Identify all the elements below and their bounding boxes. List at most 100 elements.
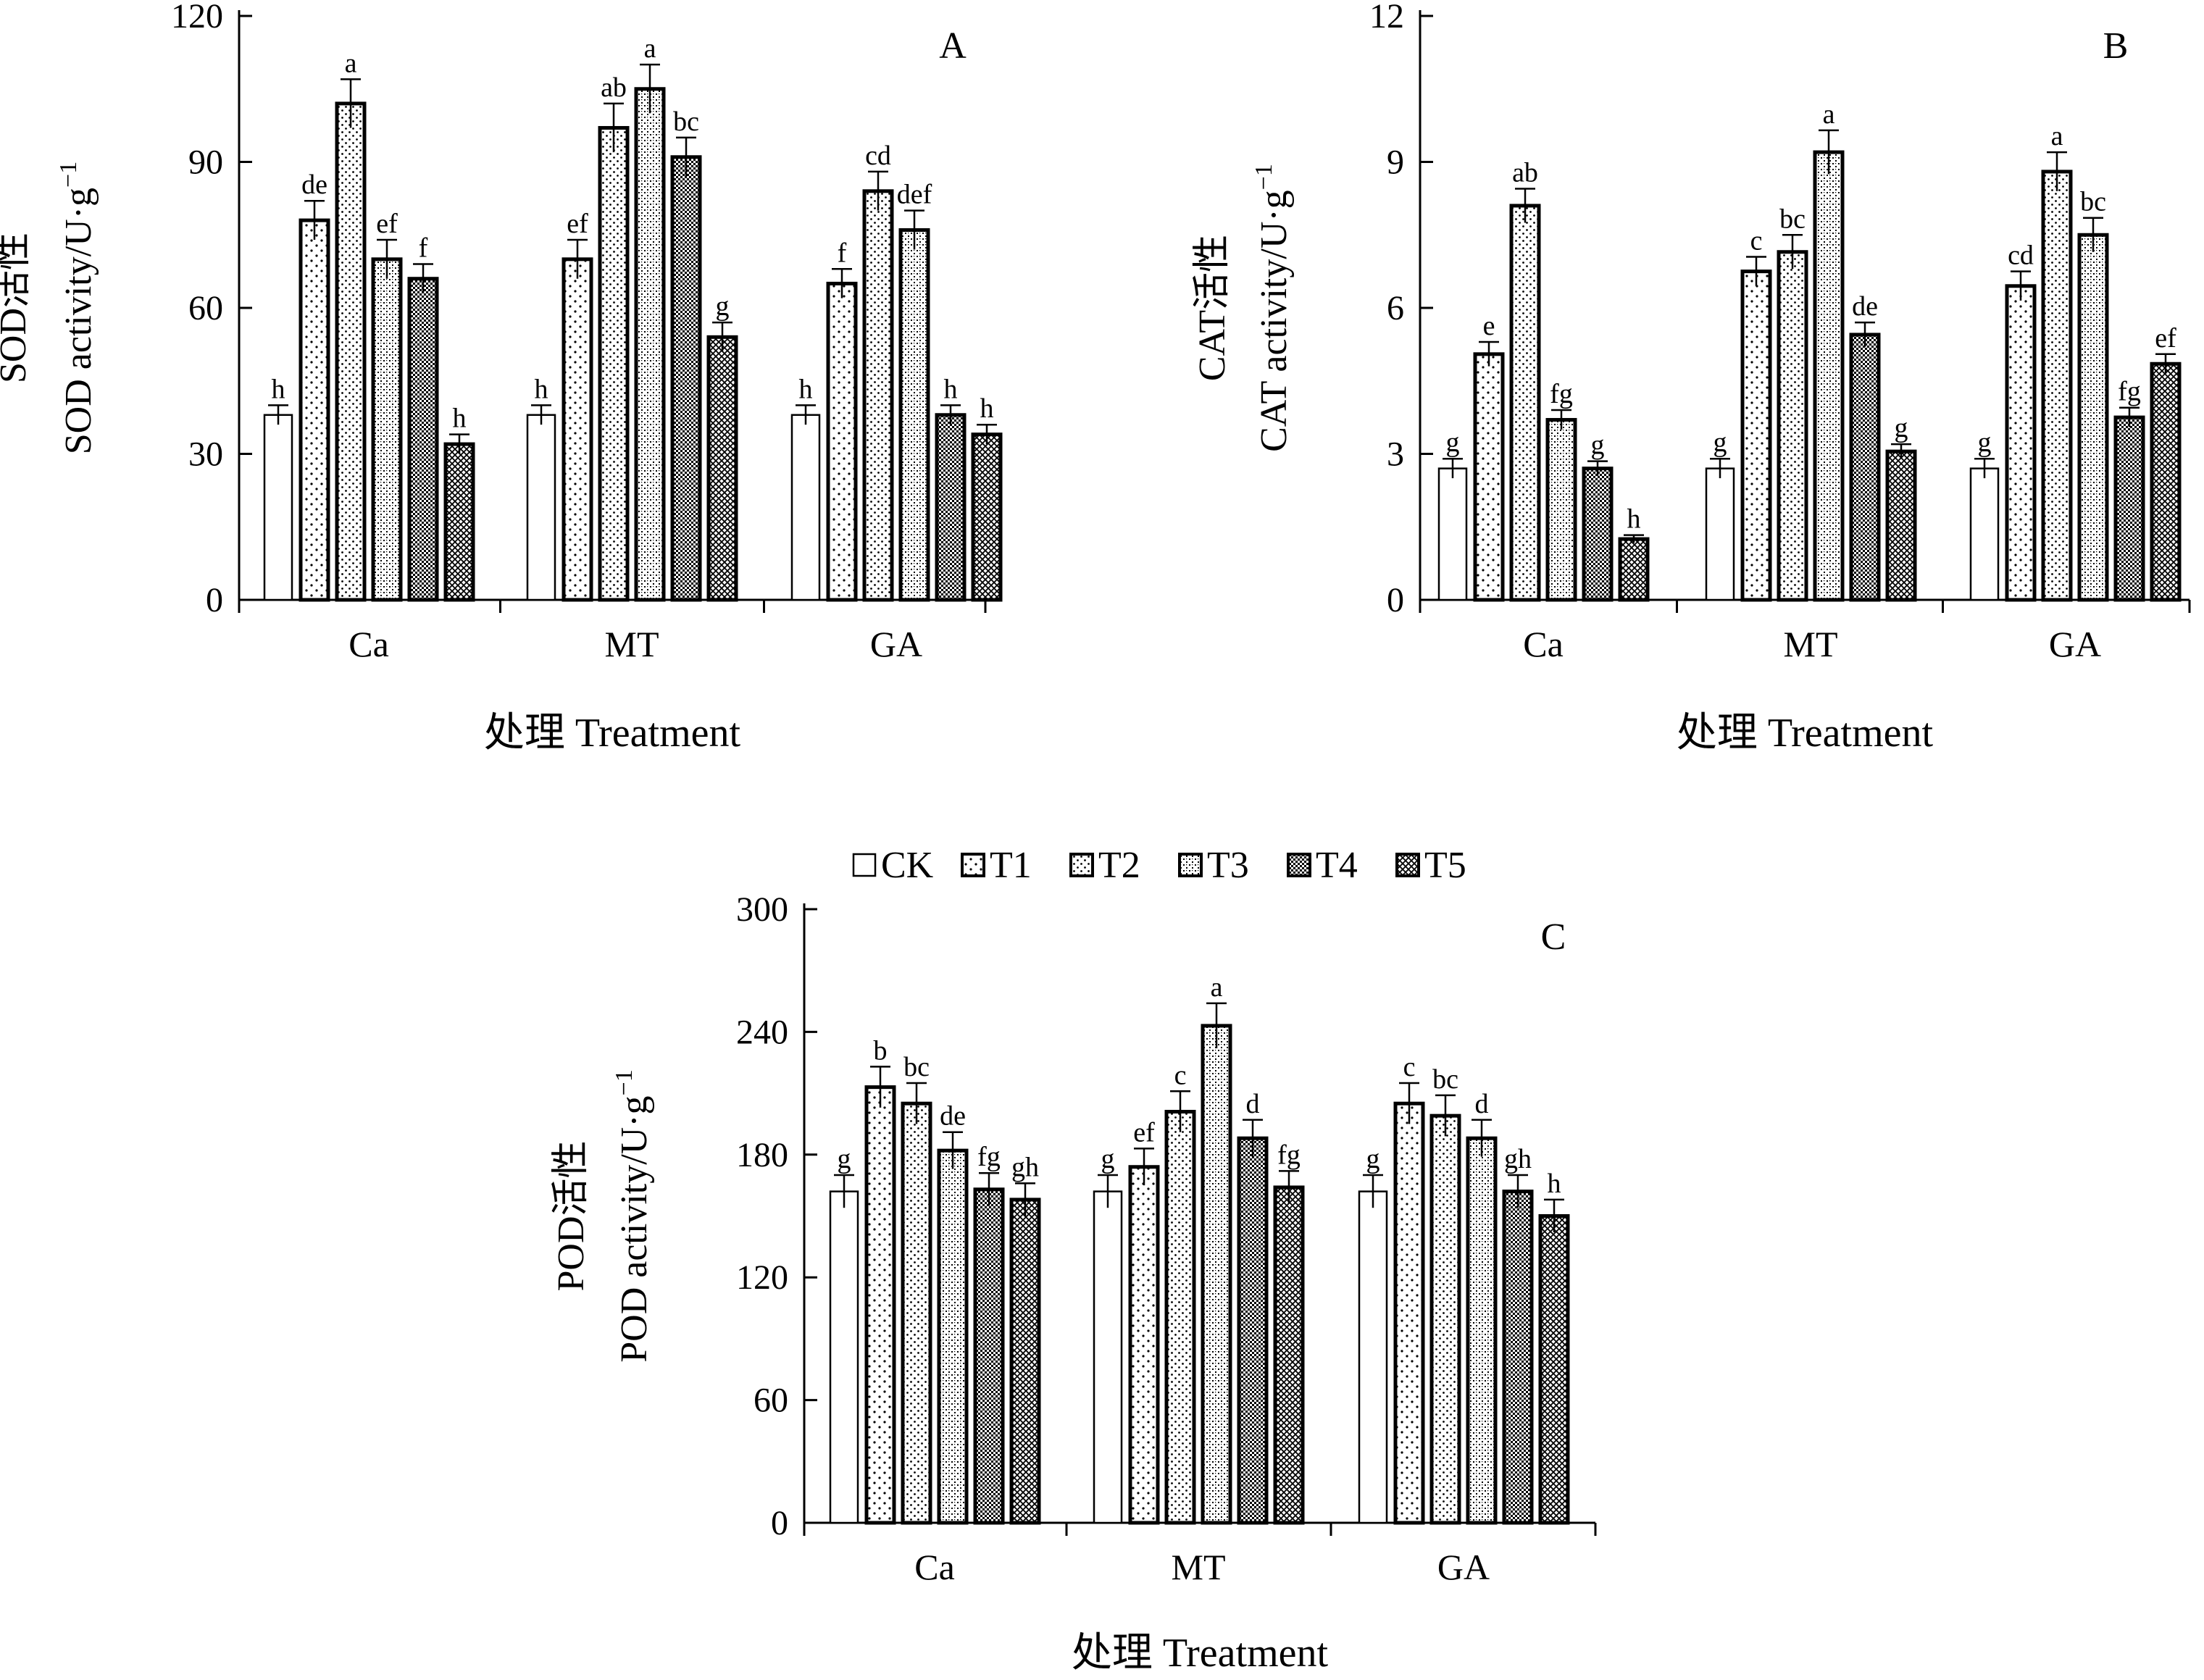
significance-letter: gh: [1504, 1144, 1532, 1174]
bar-T1-GA: [2005, 284, 2037, 602]
significance-letter: ab: [1512, 157, 1538, 188]
legend-label: T3: [1207, 845, 1249, 886]
bar-T1-MT: [562, 257, 593, 602]
category-label: GA: [1437, 1547, 1490, 1587]
significance-letter: cd: [2008, 241, 2034, 271]
bar-CK-GA: [790, 414, 821, 601]
significance-letter: c: [1750, 225, 1763, 256]
bar-CK-Ca: [263, 414, 293, 601]
legend-swatch-T2: [1069, 853, 1094, 877]
category-label: Ca: [1523, 624, 1564, 664]
bar-T4-GA: [2113, 415, 2145, 602]
panel-title: A: [939, 25, 967, 67]
bar-T4-MT: [1237, 1136, 1269, 1525]
significance-letter: g: [1895, 413, 1908, 443]
y-axis-label-superscript: −1: [55, 162, 82, 188]
legend-item-T5: T5: [1395, 845, 1466, 886]
significance-letter: a: [345, 48, 357, 78]
bar-CK-Ca: [829, 1190, 859, 1524]
y-tick-label: 180: [736, 1136, 788, 1174]
bar-T3-GA: [1466, 1136, 1498, 1525]
significance-letter: fg: [2118, 377, 2141, 407]
bar-T3-MT: [1813, 150, 1845, 602]
bar-T1-Ca: [1473, 352, 1505, 602]
bar-T3-Ca: [371, 257, 403, 602]
category-label: GA: [870, 624, 922, 664]
significance-letter: bc: [1779, 204, 1806, 234]
bar-T2-Ca: [1509, 204, 1541, 602]
legend-swatch-T1: [961, 853, 985, 877]
significance-letter: b: [874, 1035, 888, 1066]
y-axis-label-cn: CAT活性: [1192, 235, 1233, 381]
x-axis-label: 处理 Treatment: [484, 711, 741, 756]
panel-title: C: [1541, 916, 1566, 958]
y-tick-label: 120: [736, 1258, 788, 1297]
y-tick-label: 120: [171, 0, 223, 35]
bar-T2-MT: [598, 125, 630, 602]
bar-T5-GA: [971, 432, 1003, 602]
chart-panel-B: 0 3 6 9 12 Ca MT GA g g g e c cd ab bc a fg a bc g de fg h g ef B C…: [1192, 0, 2191, 756]
significance-letter: def: [897, 180, 932, 210]
significance-letter: a: [1211, 972, 1223, 1003]
y-axis-label-en: SOD activity/U·g−1: [55, 162, 99, 454]
legend-label: T4: [1316, 845, 1358, 886]
x-axis-label: 处理 Treatment: [1677, 711, 1934, 756]
bar-T2-GA: [2041, 170, 2073, 602]
bar-T5-GA: [2150, 362, 2182, 602]
bar-CK-GA: [1969, 467, 2000, 601]
legend-label: T2: [1098, 845, 1140, 886]
bar-T1-Ca: [864, 1085, 896, 1525]
bar-CK-Ca: [1437, 467, 1468, 601]
significance-letter: g: [1366, 1144, 1380, 1174]
y-tick-label: 30: [188, 435, 223, 474]
bar-T4-Ca: [1582, 467, 1614, 602]
bar-T4-GA: [935, 413, 967, 602]
bar-T4-Ca: [407, 277, 439, 602]
bar-T1-GA: [826, 281, 858, 602]
significance-letter: ef: [1133, 1117, 1155, 1148]
bar-T3-GA: [2077, 233, 2109, 602]
bar-CK-GA: [1358, 1190, 1388, 1524]
significance-letter: fg: [1550, 379, 1573, 409]
significance-letter: ef: [567, 209, 588, 239]
significance-letter: a: [644, 33, 656, 64]
significance-letter: fg: [977, 1142, 1001, 1172]
significance-letter: h: [1627, 504, 1641, 535]
significance-letter: de: [301, 170, 327, 200]
significance-letter: bc: [2080, 187, 2106, 217]
significance-letter: f: [419, 233, 428, 264]
y-tick-label: 60: [188, 289, 223, 327]
significance-letter: bc: [1432, 1064, 1458, 1095]
y-axis-label-en: CAT activity/U·g−1: [1251, 164, 1295, 452]
y-axis-label-superscript: −1: [611, 1069, 638, 1095]
bar-T2-Ca: [901, 1101, 932, 1525]
significance-letter: g: [716, 291, 730, 322]
bar-T5-MT: [1273, 1185, 1305, 1525]
y-tick-label: 300: [736, 890, 788, 929]
y-tick-label: 6: [1387, 289, 1404, 327]
significance-letter: de: [940, 1101, 966, 1132]
significance-letter: h: [944, 374, 958, 404]
bar-T5-Ca: [1009, 1198, 1041, 1525]
legend-label: CK: [881, 845, 934, 886]
legend-item-CK: CK: [852, 845, 934, 886]
legend-swatch-CK: [852, 853, 877, 877]
category-label: MT: [605, 624, 659, 664]
legend-swatch-T5: [1395, 853, 1420, 877]
bar-T5-Ca: [1618, 537, 1650, 602]
legend: CK T1 T2 T3 T4 T5: [852, 845, 1466, 886]
bar-T1-MT: [1740, 269, 1772, 602]
significance-letter: cd: [865, 141, 891, 171]
bar-T1-MT: [1128, 1165, 1160, 1525]
y-axis-label-cn: SOD活性: [0, 233, 34, 383]
y-tick-label: 9: [1387, 143, 1404, 182]
significance-letter: c: [1174, 1060, 1187, 1090]
bar-T2-GA: [1429, 1113, 1461, 1525]
significance-letter: bc: [673, 106, 699, 137]
significance-letter: d: [1246, 1089, 1260, 1119]
significance-letter: h: [535, 374, 548, 404]
y-tick-label: 240: [736, 1013, 788, 1051]
significance-letter: h: [980, 393, 994, 424]
significance-letter: f: [838, 238, 847, 268]
